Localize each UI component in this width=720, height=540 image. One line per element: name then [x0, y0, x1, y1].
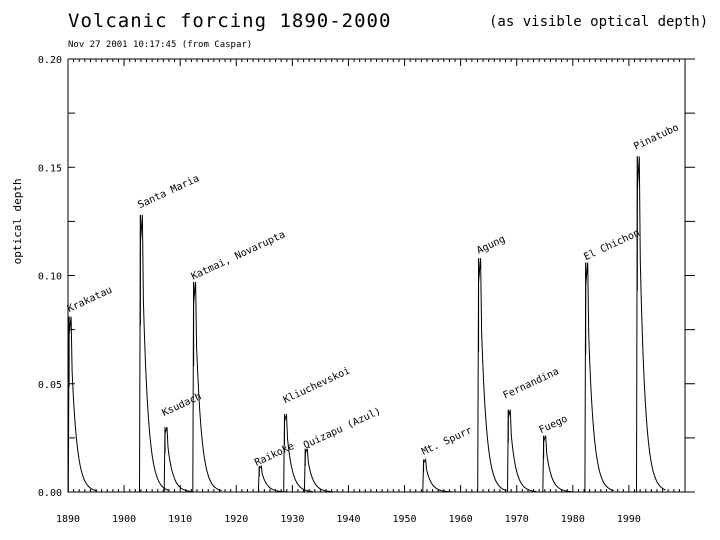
eruption-label: Quizapu (Azul)	[302, 406, 383, 452]
y-axis-title: optical depth	[11, 178, 24, 264]
eruption-label: Kliuchevskoi	[282, 365, 352, 406]
y-tick-label: 0.00	[38, 488, 62, 499]
eruption-label: Pinatubo	[632, 122, 680, 152]
x-tick-label: 1950	[392, 514, 416, 525]
eruption-curve	[477, 258, 507, 493]
y-tick-label: 0.05	[38, 380, 62, 391]
x-tick-label: 1910	[168, 514, 192, 525]
eruption-curve	[257, 464, 288, 493]
eruption-curve	[67, 316, 98, 493]
eruption-label: Krakatau	[66, 285, 114, 315]
eruption-curve	[636, 156, 666, 493]
x-tick-label: 1900	[112, 514, 136, 525]
x-tick-label: 1960	[449, 514, 473, 525]
eruption-curve	[422, 457, 452, 493]
eruption-label: Ksudach	[161, 391, 204, 419]
eruption-curve	[283, 413, 313, 493]
eruption-label: Katmai, Novarupta	[190, 229, 287, 282]
eruption-curve	[507, 409, 537, 493]
x-tick-label: 1980	[561, 514, 585, 525]
eruption-curve	[139, 214, 169, 493]
x-tick-label: 1920	[224, 514, 248, 525]
timestamp: Nov 27 2001 10:17:45 (from Caspar)	[68, 40, 253, 50]
x-tick-label: 1890	[56, 514, 80, 525]
x-tick-label: 1930	[280, 514, 304, 525]
plot-frame	[67, 58, 686, 493]
eruption-label: Mt. Spurr	[420, 425, 474, 458]
y-tick-label: 0.15	[38, 163, 62, 174]
eruption-curve	[163, 426, 194, 493]
eruption-label: Fernandina	[502, 366, 561, 401]
eruption-label: El Chichon	[582, 228, 641, 263]
chart-title: Volcanic forcing 1890-2000	[68, 10, 392, 32]
y-tick-label: 0.20	[38, 55, 62, 66]
x-tick-label: 1970	[505, 514, 529, 525]
eruption-curve	[584, 262, 614, 493]
x-tick-label: 1940	[336, 514, 360, 525]
eruption-label: Fuego	[537, 414, 569, 437]
y-tick-label: 0.10	[38, 272, 62, 283]
eruption-curve	[542, 435, 572, 493]
eruption-label: Agung	[475, 234, 507, 257]
eruption-curve	[192, 281, 222, 493]
eruption-label: Santa Maria	[136, 173, 201, 211]
eruption-curve	[303, 448, 334, 493]
x-tick-label: 1990	[617, 514, 641, 525]
units-note: (as visible optical depth)	[489, 14, 709, 30]
